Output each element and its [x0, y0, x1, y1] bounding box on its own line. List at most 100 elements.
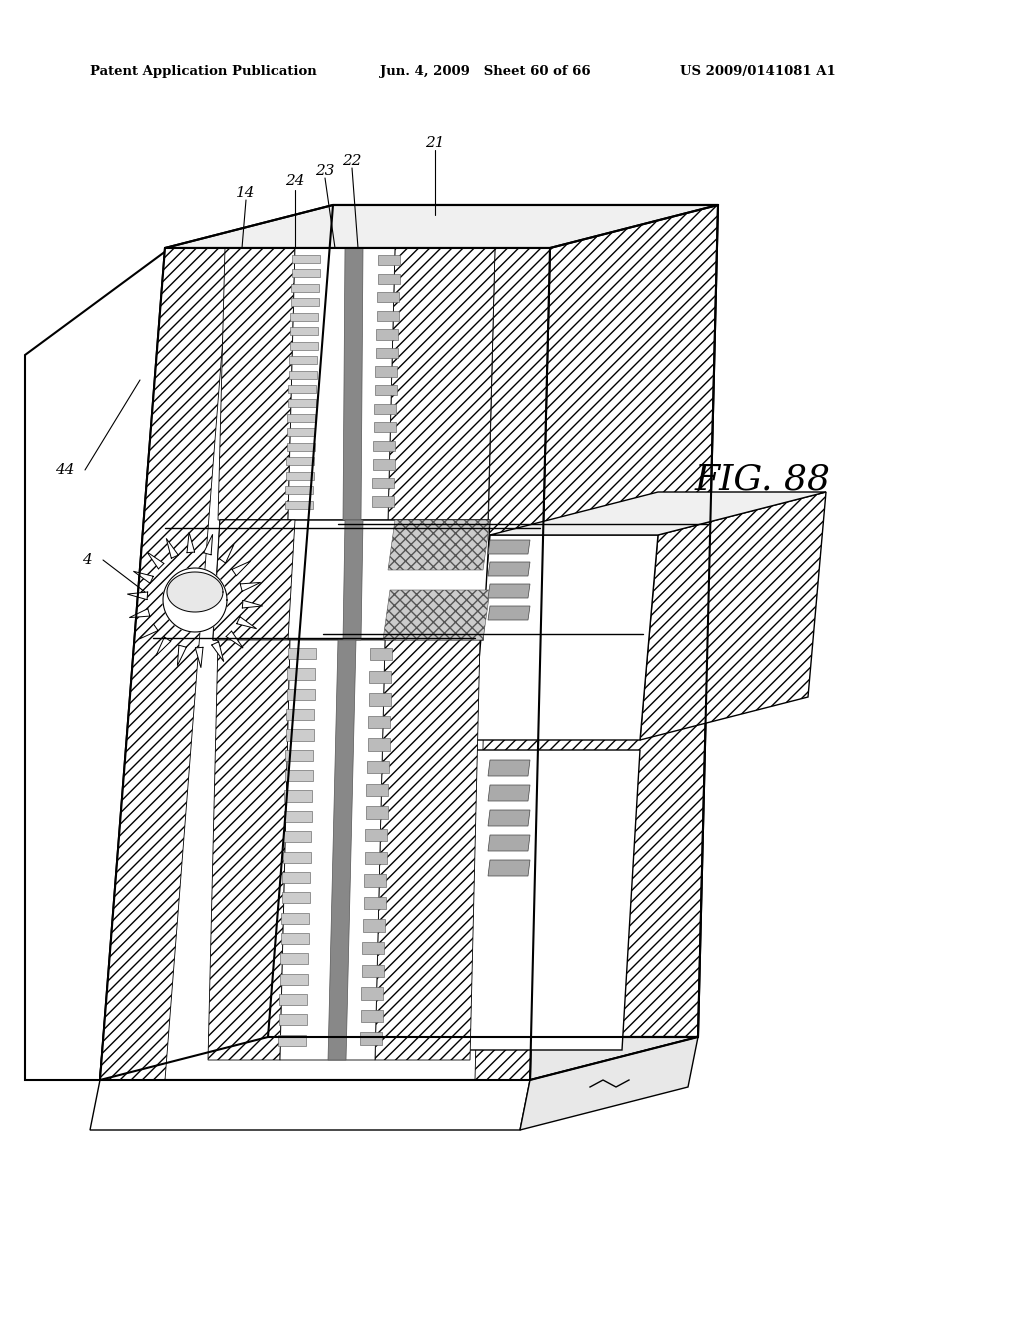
Polygon shape	[288, 414, 315, 422]
Polygon shape	[454, 750, 640, 1049]
Polygon shape	[237, 616, 257, 628]
Polygon shape	[289, 385, 316, 393]
Polygon shape	[282, 892, 309, 903]
Polygon shape	[284, 832, 311, 842]
Polygon shape	[378, 273, 399, 284]
Text: US 2009/0141081 A1: US 2009/0141081 A1	[680, 66, 836, 78]
Polygon shape	[375, 385, 396, 395]
Polygon shape	[286, 750, 313, 760]
Text: Patent Application Publication: Patent Application Publication	[90, 66, 316, 78]
Polygon shape	[163, 568, 227, 632]
Polygon shape	[369, 715, 390, 729]
Polygon shape	[213, 520, 295, 640]
Polygon shape	[343, 520, 362, 640]
Polygon shape	[240, 582, 261, 591]
Polygon shape	[231, 561, 251, 576]
Polygon shape	[213, 520, 490, 640]
Polygon shape	[156, 636, 171, 656]
Polygon shape	[127, 591, 147, 601]
Polygon shape	[365, 874, 386, 887]
Polygon shape	[280, 640, 385, 1060]
Polygon shape	[488, 861, 530, 876]
Polygon shape	[133, 572, 154, 583]
Polygon shape	[361, 965, 384, 977]
Polygon shape	[25, 248, 170, 1080]
Polygon shape	[370, 671, 391, 682]
Polygon shape	[367, 762, 389, 774]
Polygon shape	[360, 1032, 382, 1045]
Text: 44: 44	[55, 463, 75, 477]
Polygon shape	[139, 624, 159, 639]
Polygon shape	[243, 601, 263, 609]
Polygon shape	[268, 205, 718, 1038]
Polygon shape	[388, 520, 490, 570]
Polygon shape	[291, 313, 318, 321]
Polygon shape	[285, 791, 312, 801]
Text: 23: 23	[315, 164, 335, 178]
Polygon shape	[285, 770, 313, 781]
Polygon shape	[195, 647, 204, 668]
Polygon shape	[364, 896, 385, 909]
Polygon shape	[520, 1038, 698, 1130]
Polygon shape	[488, 562, 530, 576]
Polygon shape	[488, 810, 530, 826]
Polygon shape	[100, 248, 550, 1080]
Polygon shape	[362, 942, 384, 954]
Polygon shape	[289, 371, 316, 379]
Polygon shape	[226, 631, 243, 648]
Polygon shape	[488, 583, 530, 598]
Polygon shape	[287, 709, 314, 721]
Text: FIG. 88: FIG. 88	[695, 463, 831, 498]
Text: 24: 24	[286, 174, 305, 187]
Polygon shape	[284, 810, 311, 822]
Polygon shape	[279, 1014, 306, 1026]
Polygon shape	[177, 645, 186, 665]
Polygon shape	[283, 851, 310, 863]
Polygon shape	[369, 693, 391, 706]
Polygon shape	[286, 730, 314, 741]
Polygon shape	[374, 422, 396, 433]
Polygon shape	[285, 500, 313, 508]
Polygon shape	[278, 1035, 306, 1045]
Polygon shape	[290, 342, 317, 350]
Polygon shape	[376, 329, 398, 339]
Polygon shape	[290, 327, 317, 335]
Polygon shape	[488, 836, 530, 851]
Polygon shape	[208, 640, 290, 1060]
Polygon shape	[286, 486, 313, 494]
Polygon shape	[375, 640, 480, 1060]
Polygon shape	[282, 912, 309, 924]
Polygon shape	[488, 540, 530, 554]
Polygon shape	[383, 590, 490, 640]
Polygon shape	[368, 738, 390, 751]
Polygon shape	[377, 292, 399, 302]
Polygon shape	[490, 492, 826, 535]
Polygon shape	[90, 1080, 530, 1130]
Polygon shape	[166, 539, 178, 558]
Polygon shape	[288, 668, 315, 680]
Polygon shape	[472, 535, 658, 741]
Polygon shape	[281, 933, 308, 944]
Text: 14: 14	[237, 186, 256, 201]
Polygon shape	[288, 648, 316, 659]
Polygon shape	[374, 441, 395, 451]
Polygon shape	[165, 205, 718, 248]
Polygon shape	[286, 471, 313, 479]
Polygon shape	[211, 642, 223, 661]
Text: 4: 4	[82, 553, 92, 568]
Polygon shape	[373, 478, 394, 488]
Polygon shape	[488, 785, 530, 801]
Polygon shape	[287, 457, 314, 465]
Polygon shape	[292, 255, 319, 263]
Polygon shape	[366, 829, 387, 841]
Polygon shape	[292, 269, 319, 277]
Polygon shape	[287, 442, 314, 450]
Polygon shape	[218, 248, 295, 520]
Polygon shape	[373, 459, 395, 470]
Polygon shape	[376, 348, 397, 358]
Polygon shape	[291, 284, 319, 292]
Polygon shape	[367, 784, 388, 796]
Polygon shape	[219, 544, 234, 564]
Polygon shape	[100, 248, 230, 1080]
Polygon shape	[287, 689, 315, 700]
